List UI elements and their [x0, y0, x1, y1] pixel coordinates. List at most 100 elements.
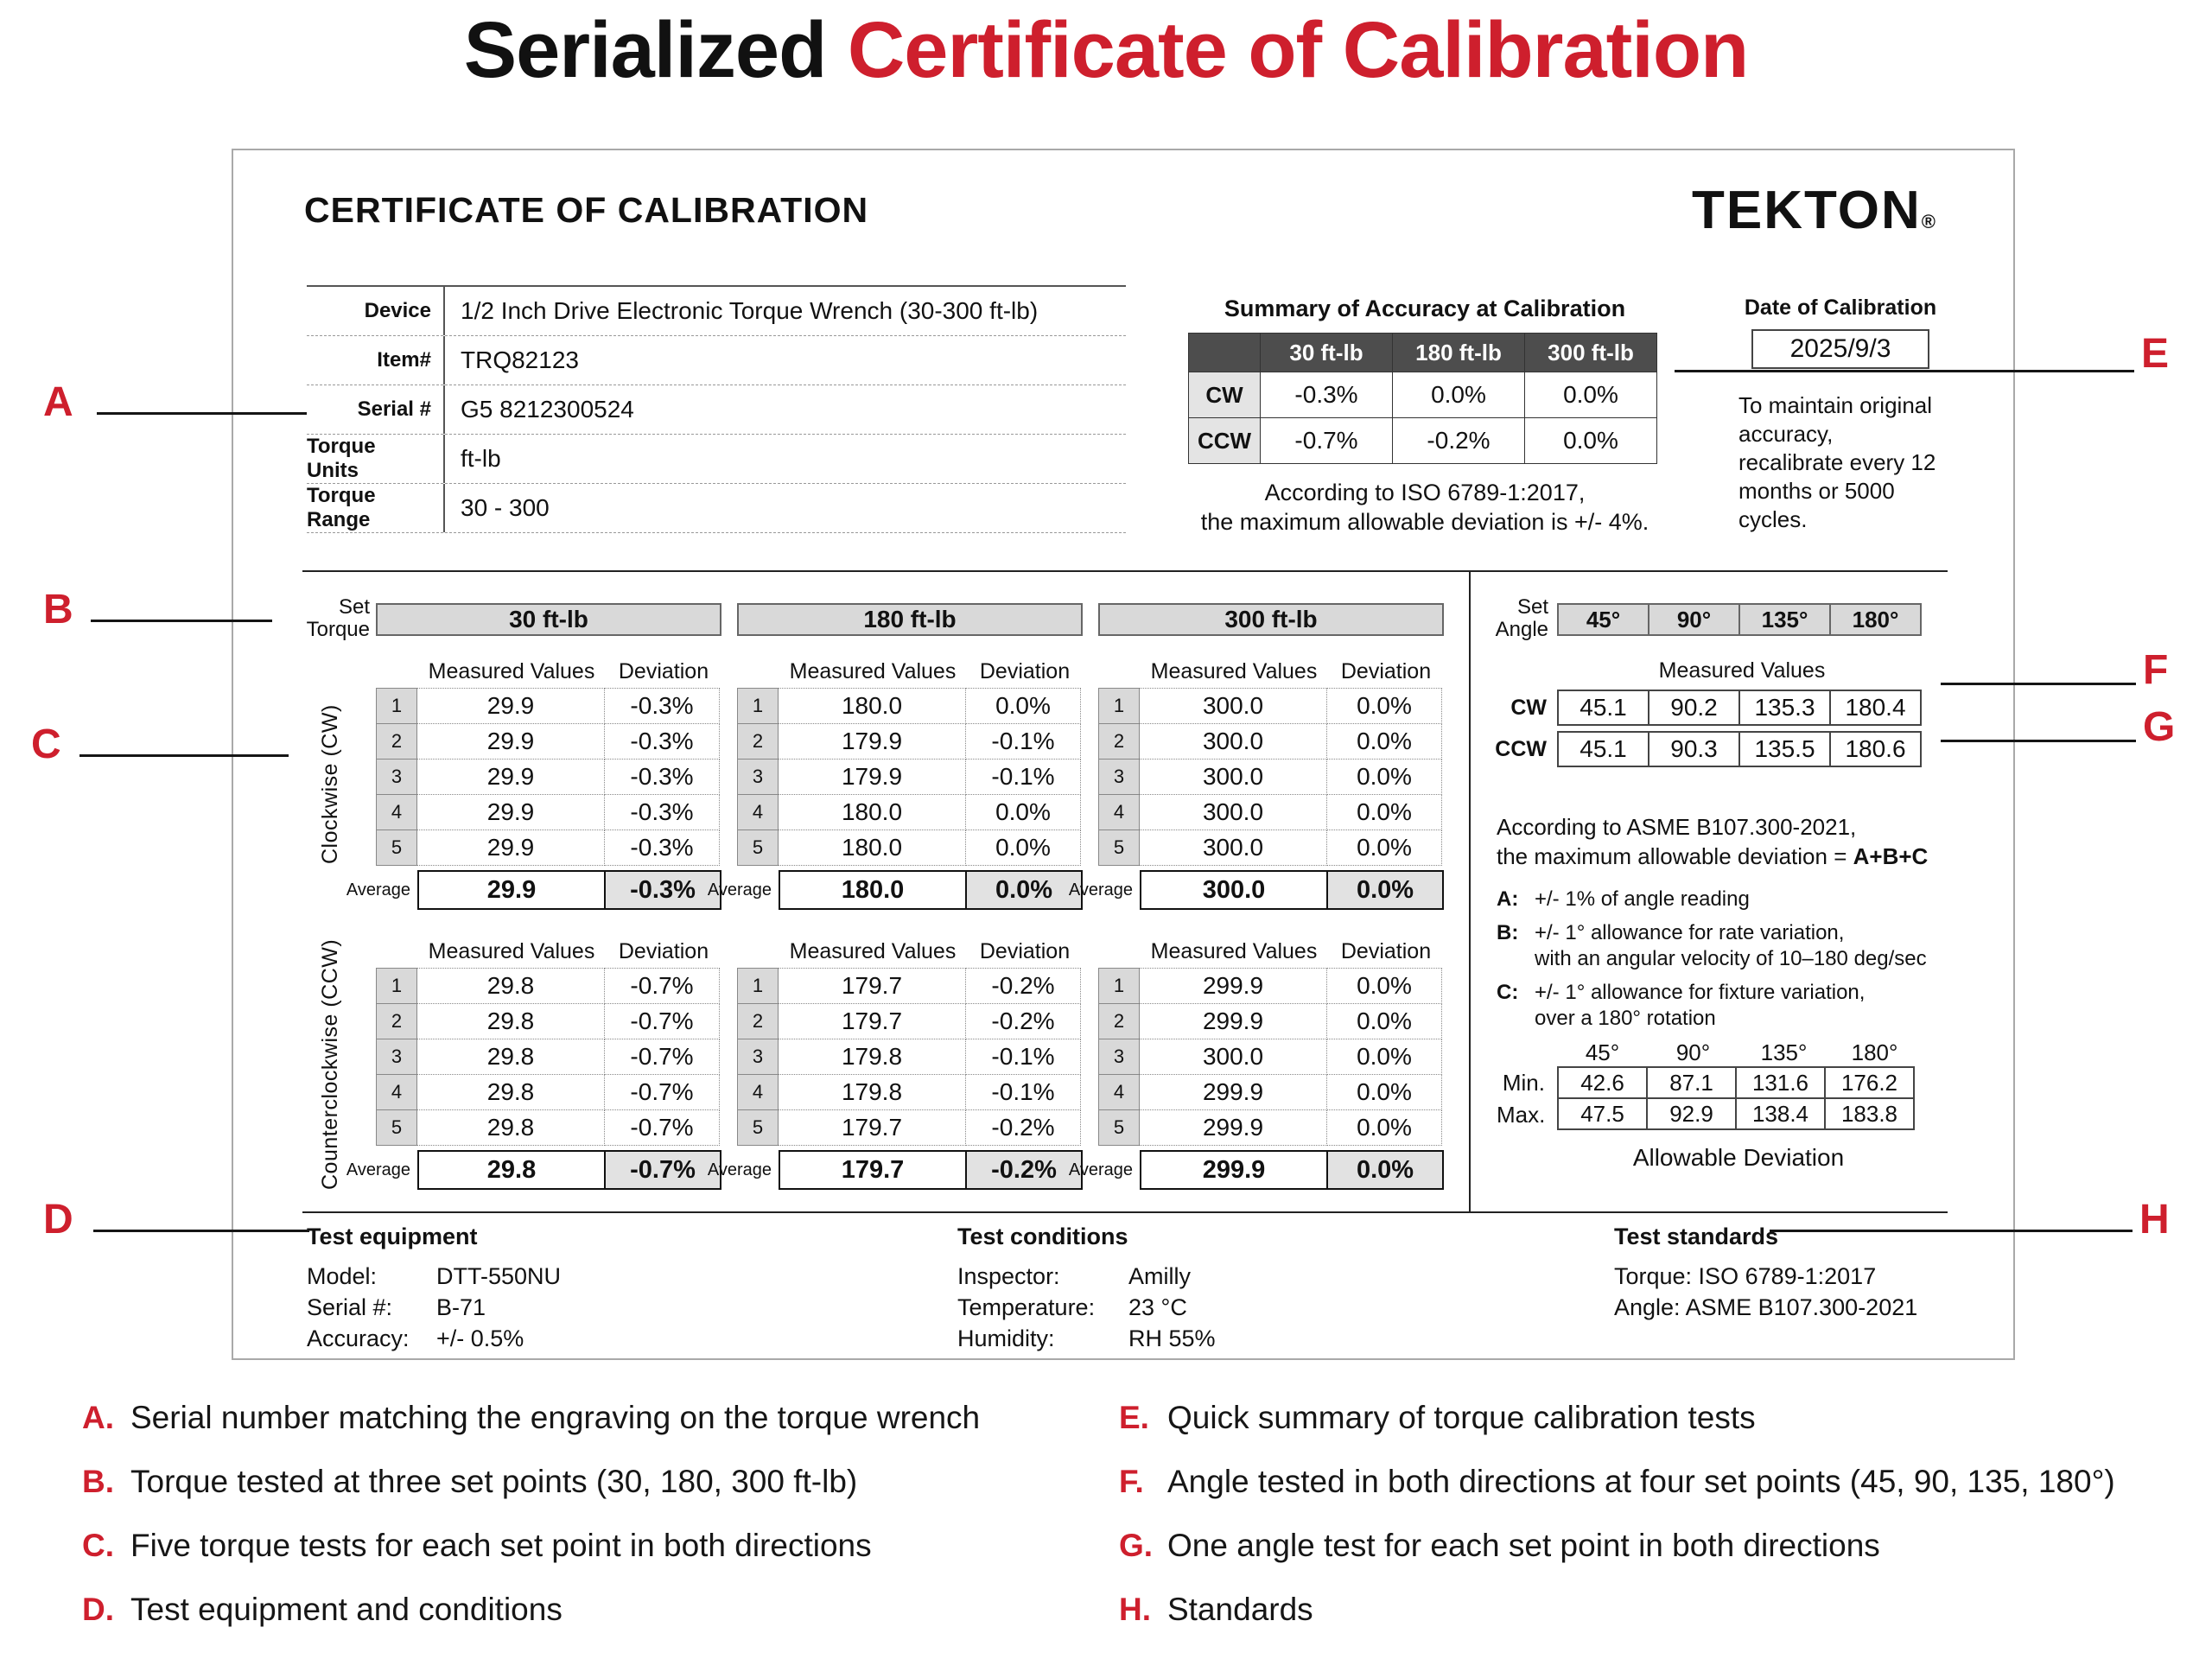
torque-setpoint-header: 30 ft-lb	[376, 603, 721, 636]
torque-test-row: 3 300.0 0.0%	[1098, 759, 1444, 795]
set-angle-label-line2: Angle	[1495, 618, 1548, 641]
test-row-number: 4	[376, 794, 417, 830]
torque-block-ccw-30: Measured Values Deviation 1 29.8 -0.7% 2 29.8-…	[346, 938, 721, 1190]
allowance-item: A: +/- 1% of angle reading	[1497, 887, 1949, 912]
torque-test-row: 1 29.8 -0.7%	[376, 968, 721, 1004]
max-deviation-value: 138.4	[1735, 1097, 1826, 1130]
callout-line-h	[1770, 1230, 2133, 1232]
test-standard-line: Angle: ASME B107.300-2021	[1614, 1294, 1918, 1320]
field-label: Model:	[307, 1263, 378, 1289]
certificate: CERTIFICATE OF CALIBRATION TEKTON® Devic…	[232, 149, 2015, 1360]
measured-value: 299.9	[1139, 1074, 1327, 1110]
callout-line-c	[79, 754, 289, 757]
measured-value: 29.8	[416, 1109, 605, 1146]
average-label: Average	[346, 880, 410, 899]
summary-data-row: CCW -0.7% -0.2% 0.0%	[1188, 417, 1662, 464]
brand-name: TEKTON	[1692, 181, 1922, 240]
torque-test-row: 5 300.0 0.0%	[1098, 830, 1444, 866]
measured-value: 179.7	[778, 1003, 966, 1039]
torque-column-headers: Measured Values Deviation	[376, 938, 721, 964]
test-row-number: 4	[376, 1074, 417, 1110]
test-standard-line: Torque: ISO 6789-1:2017	[1614, 1263, 1877, 1289]
accuracy-value: 0.0%	[1392, 372, 1525, 418]
allowance-line: +/- 1° allowance for fixture variation,	[1535, 981, 1866, 1004]
max-values: 47.5 92.9 138.4 183.8	[1557, 1097, 1915, 1130]
measured-value: 180.0	[778, 794, 966, 830]
test-row-number: 1	[1098, 688, 1140, 724]
average-label: Average	[707, 880, 772, 899]
torque-test-row: 1 180.0 0.0%	[737, 688, 1083, 724]
torque-test-row: 4 299.9 0.0%	[1098, 1074, 1444, 1110]
field-label: Serial #:	[307, 1294, 393, 1320]
measured-value: 29.8	[416, 968, 605, 1004]
set-torque-label-line2: Torque	[306, 618, 370, 641]
field-row: Temperature: 23 °C	[957, 1292, 1216, 1323]
legend-letter: H.	[1119, 1592, 1151, 1627]
torque-test-row: 4 179.8 -0.1%	[737, 1074, 1083, 1110]
deviation-value: -0.3%	[604, 830, 720, 866]
measured-values-header: Measured Values	[1150, 938, 1318, 963]
page-title: Serialized Certificate of Calibration	[0, 5, 2212, 96]
allowance-line: over a 180° rotation	[1535, 1007, 1716, 1030]
accuracy-summary-title: Summary of Accuracy at Calibration	[1224, 296, 1626, 321]
asme-note-line1: According to ASME B107.300-2021,	[1497, 814, 1857, 840]
legend-item: A. Serial number matching the engraving o…	[82, 1398, 1119, 1438]
field-label: Torque Range	[307, 484, 445, 532]
average-deviation-value: -0.3%	[606, 870, 721, 910]
allowable-deviation-table: 45° 90° 135° 180° Min. 42.6 87.1 131.6 176.2 M…	[1497, 1039, 1920, 1130]
torque-column-headers: Measured Values Deviation	[737, 938, 1083, 964]
torque-test-row: 5 29.8 -0.7%	[376, 1109, 721, 1146]
test-conditions-rows: Inspector: Amilly Temperature: 23 °C Humidit…	[957, 1261, 1216, 1354]
test-row-number: 5	[1098, 830, 1140, 866]
max-deviation-value: 92.9	[1646, 1097, 1737, 1130]
summary-data-rows: CW -0.3% 0.0% 0.0% CCW -0.7% -0.2% 0.0%	[1188, 372, 1662, 464]
min-label: Min.	[1502, 1069, 1545, 1096]
deviation-min-row: Min. 42.6 87.1 131.6 176.2	[1497, 1066, 1920, 1099]
test-equipment-block: Test equipment Model: DTT-550NU Serial #: B…	[307, 1224, 561, 1354]
test-row-number: 1	[376, 968, 417, 1004]
page-title-red: Certificate of Calibration	[847, 6, 1749, 94]
section-divider-vertical	[1469, 570, 1471, 1213]
legend-text: One angle test for each set point in bot…	[1167, 1528, 1880, 1563]
set-torque-label-line1: Set	[338, 595, 370, 619]
callout-line-g	[1941, 740, 2136, 742]
deviation-value: 0.0%	[1326, 1039, 1442, 1075]
angle-cw-values: 45.1 90.2 135.3 180.4	[1557, 690, 1922, 726]
legend-letter: A.	[82, 1400, 114, 1435]
min-deviation-value: 176.2	[1824, 1066, 1915, 1099]
deviation-value: 0.0%	[1326, 794, 1442, 830]
calibration-date-value: 2025/9/3	[1751, 329, 1929, 369]
torque-block-cw-30: Measured Values Deviation 1 29.9 -0.3% 2 29.9-…	[346, 658, 721, 910]
measured-value: 29.9	[416, 759, 605, 795]
measured-value: 179.7	[778, 968, 966, 1004]
test-standards-block: Test standards Torque: ISO 6789-1:2017 An…	[1614, 1224, 1917, 1323]
min-deviation-value: 42.6	[1557, 1066, 1648, 1099]
torque-test-row: 2 29.9 -0.3%	[376, 723, 721, 760]
torque-test-row: 3 179.9 -0.1%	[737, 759, 1083, 795]
field-label: Device	[307, 287, 445, 335]
deviation-value: -0.7%	[604, 968, 720, 1004]
deviation-header: Deviation	[618, 658, 709, 683]
torque-test-row: 4 29.9 -0.3%	[376, 794, 721, 830]
deviation-value: 0.0%	[1326, 759, 1442, 795]
torque-column-headers: Measured Values Deviation	[1098, 658, 1444, 684]
field-row: Serial # G5 8212300524	[307, 385, 1126, 435]
test-conditions-block: Test conditions Inspector: Amilly Temperat…	[957, 1224, 1216, 1354]
angle-setpoint-header: 135°	[1738, 603, 1831, 636]
deviation-column-header: 180°	[1851, 1039, 1898, 1065]
field-row: Accuracy: +/- 0.5%	[307, 1323, 561, 1354]
measured-values-header: Measured Values	[428, 658, 595, 683]
average-deviation-value: 0.0%	[1328, 870, 1444, 910]
legend-item: F. Angle tested in both directions at fou…	[1119, 1462, 2173, 1502]
accuracy-value: 0.0%	[1524, 417, 1657, 464]
callout-letter-d: D	[43, 1197, 73, 1243]
field-label: Temperature:	[957, 1294, 1096, 1320]
deviation-value: -0.1%	[965, 723, 1081, 760]
deviation-header: Deviation	[1340, 658, 1432, 683]
measured-value: 179.7	[778, 1109, 966, 1146]
deviation-value: -0.3%	[604, 723, 720, 760]
torque-test-row: 4 300.0 0.0%	[1098, 794, 1444, 830]
test-row-number: 2	[1098, 1003, 1140, 1039]
test-row-number: 2	[1098, 723, 1140, 760]
torque-average-row: Average 179.7 -0.2%	[708, 1150, 1083, 1190]
